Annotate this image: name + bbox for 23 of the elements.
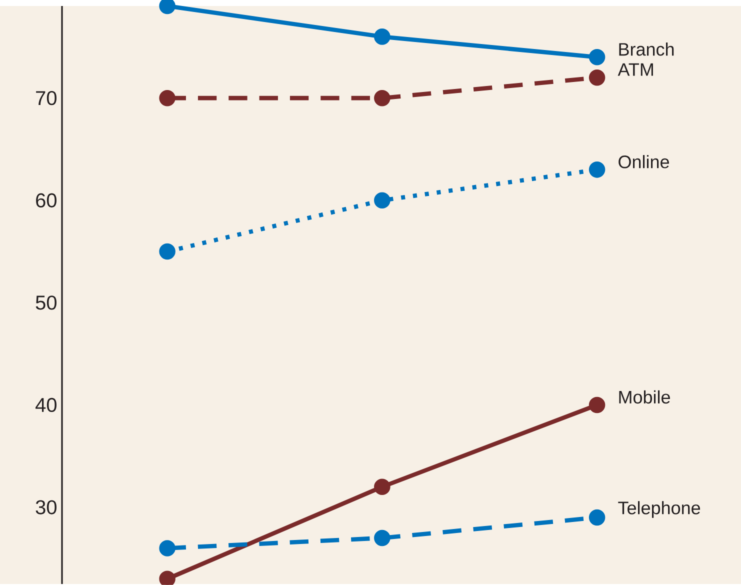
point bbox=[374, 530, 390, 546]
y-tick-label: 60 bbox=[36, 193, 56, 208]
point bbox=[374, 90, 390, 106]
point bbox=[588, 162, 606, 178]
y-tick-label: 70 bbox=[36, 91, 56, 106]
point bbox=[374, 478, 390, 495]
point bbox=[159, 90, 176, 106]
point bbox=[159, 243, 176, 260]
point bbox=[374, 192, 390, 209]
point bbox=[588, 509, 606, 526]
y-tick-label: 40 bbox=[36, 398, 56, 412]
point bbox=[159, 540, 176, 556]
y-tick-label: 30 bbox=[36, 500, 56, 514]
series-label: Online bbox=[618, 155, 669, 168]
point bbox=[588, 49, 606, 66]
point bbox=[588, 396, 606, 414]
point bbox=[374, 28, 390, 45]
series-label: Telephone bbox=[618, 501, 700, 518]
point bbox=[588, 70, 606, 86]
series-label: Branch bbox=[619, 42, 674, 56]
series-label: Mobile bbox=[619, 390, 670, 404]
series-label: ATM bbox=[618, 63, 653, 76]
y-tick-label: 50 bbox=[36, 296, 56, 310]
